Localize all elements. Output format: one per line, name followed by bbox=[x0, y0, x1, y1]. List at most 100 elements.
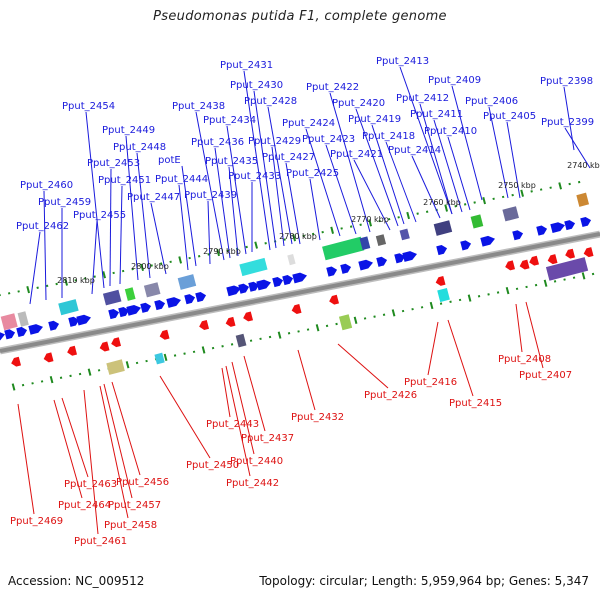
reverse-gene-arrow bbox=[225, 316, 236, 327]
homology-block bbox=[58, 299, 79, 316]
forward-gene-arrow bbox=[154, 300, 166, 311]
scale-tick bbox=[221, 345, 224, 348]
scale-tick bbox=[306, 328, 310, 331]
scale-tick bbox=[378, 219, 381, 223]
reverse-gene-arrow bbox=[547, 254, 558, 265]
forward-gene-label: Pput_2412 bbox=[396, 93, 449, 104]
reverse-leader-line bbox=[17, 403, 35, 515]
map-title: Pseudomonas putida F1, complete genome bbox=[153, 9, 447, 24]
scale-tick bbox=[382, 313, 386, 316]
scale-tick bbox=[254, 241, 259, 249]
scale-tick bbox=[150, 264, 153, 267]
scale-tick bbox=[283, 238, 286, 241]
reverse-gene-label: Pput_2443 bbox=[206, 419, 259, 430]
homology-block bbox=[17, 311, 29, 327]
scale-tick bbox=[534, 283, 538, 287]
homology-block bbox=[287, 254, 296, 266]
forward-leader-line bbox=[195, 111, 225, 261]
forward-gene-label: Pput_2435 bbox=[205, 156, 258, 167]
scale-tick bbox=[406, 211, 411, 220]
forward-gene-arrow bbox=[272, 277, 284, 288]
scale-tick bbox=[315, 324, 320, 332]
forward-leader-line bbox=[285, 162, 301, 245]
reverse-leader-line bbox=[221, 367, 231, 418]
forward-gene-arrow bbox=[28, 324, 43, 335]
reverse-gene-label: Pput_2464 bbox=[58, 500, 111, 511]
forward-gene-label: Pput_2409 bbox=[428, 75, 481, 86]
reverse-leader-line bbox=[427, 321, 439, 376]
forward-leader-line bbox=[353, 159, 391, 231]
scale-tick bbox=[302, 234, 305, 238]
homology-block bbox=[433, 220, 453, 236]
reverse-leader-line bbox=[103, 383, 133, 499]
reverse-gene-arrow bbox=[565, 248, 576, 259]
homology-block bbox=[143, 282, 161, 298]
reverse-gene-arrow bbox=[519, 259, 530, 270]
forward-gene-label: Pput_2420 bbox=[332, 98, 385, 109]
forward-gene-arrow bbox=[580, 216, 592, 228]
scale-tick bbox=[78, 372, 82, 376]
forward-gene-arrow bbox=[460, 240, 472, 251]
forward-gene-arrow bbox=[184, 294, 196, 305]
forward-gene-arrow bbox=[48, 320, 60, 331]
forward-gene-arrow bbox=[536, 225, 548, 236]
forward-gene-label: Pput_2423 bbox=[302, 134, 355, 145]
forward-gene-label: Pput_2406 bbox=[465, 96, 518, 107]
forward-leader-line bbox=[136, 152, 151, 279]
forward-leader-line bbox=[271, 146, 285, 247]
forward-leader-line bbox=[451, 85, 483, 201]
reverse-gene-arrow bbox=[529, 255, 540, 266]
forward-gene-label: Pput_2411 bbox=[410, 109, 463, 120]
homology-block bbox=[177, 274, 197, 290]
scale-tick bbox=[568, 182, 571, 186]
scale-tick bbox=[311, 232, 315, 236]
forward-gene-arrow bbox=[68, 316, 80, 327]
forward-leader-line bbox=[85, 111, 105, 289]
homology-block bbox=[437, 287, 450, 303]
scale-tick bbox=[353, 316, 358, 324]
scale-tick bbox=[145, 359, 148, 363]
forward-gene-arrow bbox=[436, 245, 448, 256]
reverse-leader-line bbox=[225, 365, 251, 477]
forward-leader-line bbox=[411, 155, 441, 219]
homology-block bbox=[399, 228, 410, 241]
scale-tick bbox=[178, 256, 183, 264]
reverse-leader-line bbox=[297, 349, 316, 411]
forward-gene-arrow bbox=[248, 281, 260, 292]
forward-leader-line bbox=[447, 136, 471, 211]
scale-tick bbox=[135, 361, 139, 365]
scale-tick bbox=[558, 182, 563, 190]
forward-leader-line bbox=[109, 168, 112, 287]
accession-text: Accession: NC_009512 bbox=[8, 574, 145, 588]
scale-tick bbox=[439, 302, 443, 305]
forward-leader-line bbox=[309, 178, 321, 241]
forward-leader-line bbox=[181, 165, 197, 267]
forward-leader-line bbox=[29, 231, 41, 305]
forward-gene-label: Pput_2449 bbox=[102, 125, 155, 136]
forward-gene-label: Pput_2439 bbox=[184, 190, 237, 201]
forward-leader-line bbox=[243, 70, 271, 251]
reverse-gene-arrow bbox=[291, 304, 302, 315]
scale-tick bbox=[125, 361, 130, 369]
reverse-gene-arrow bbox=[99, 341, 110, 352]
reverse-gene-arrow bbox=[243, 311, 254, 322]
scale-tick bbox=[463, 203, 467, 206]
scale-tick bbox=[97, 369, 101, 372]
scale-tick bbox=[297, 330, 300, 333]
scale-tick bbox=[268, 335, 272, 339]
homology-block bbox=[502, 206, 519, 222]
forward-gene-arrow bbox=[394, 253, 406, 264]
forward-leader-line bbox=[43, 190, 47, 301]
forward-gene-arrow bbox=[564, 220, 576, 231]
homology-block bbox=[322, 236, 365, 261]
scale-tick bbox=[0, 293, 1, 297]
forward-leader-line bbox=[267, 106, 293, 245]
scale-tick bbox=[501, 195, 505, 199]
scale-tick bbox=[444, 204, 449, 212]
scale-tick bbox=[454, 204, 457, 208]
scale-tick bbox=[226, 249, 229, 252]
forward-gene-arrow bbox=[118, 307, 130, 318]
forward-leader-line bbox=[119, 185, 123, 285]
scale-tick bbox=[340, 227, 343, 230]
